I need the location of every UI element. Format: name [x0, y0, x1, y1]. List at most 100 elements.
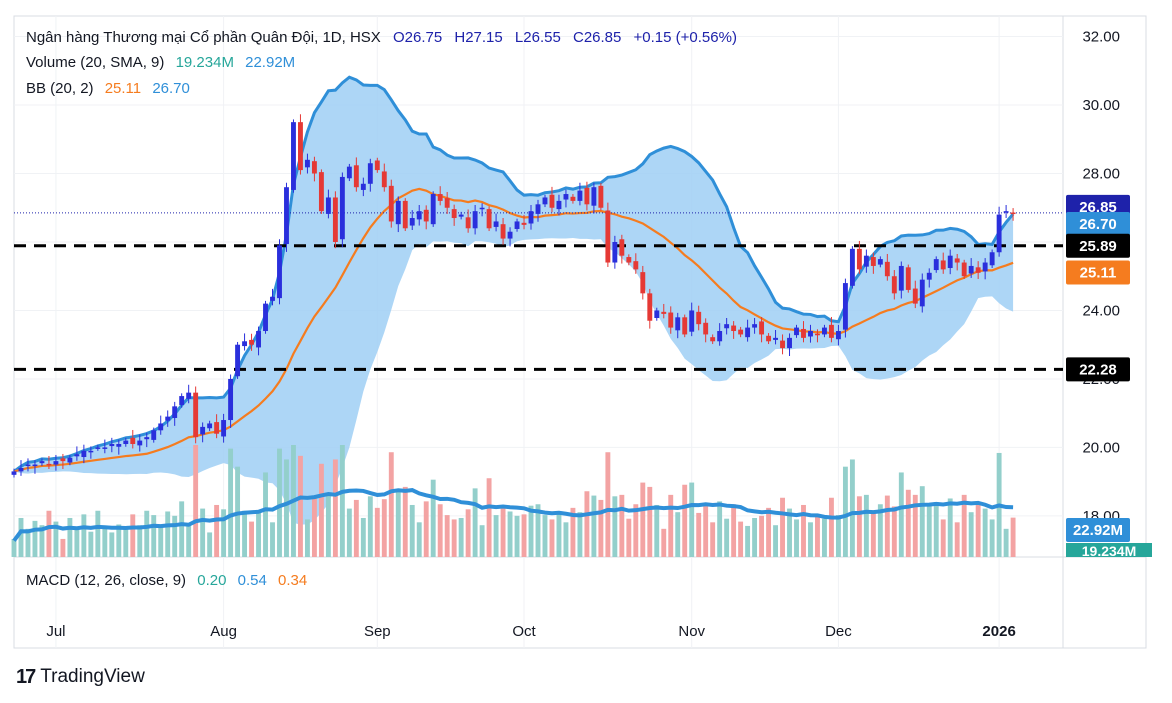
volume-sma-line: [12, 488, 1014, 542]
macd-label: MACD (12, 26, close, 9): [26, 572, 187, 589]
price-tag: 26.70: [1079, 216, 1117, 233]
volume-bar: [877, 504, 883, 557]
candle-body: [263, 303, 268, 332]
candle-body: [18, 467, 24, 472]
macd-value: 0.54: [237, 572, 267, 589]
candle-body: [60, 458, 66, 462]
volume-bar: [905, 489, 911, 557]
volume-bar: [18, 517, 24, 557]
candle-body: [710, 337, 716, 342]
volume-bar: [284, 459, 289, 557]
volume-bar: [584, 491, 590, 557]
volume-bar: [360, 517, 366, 557]
candle-body: [25, 464, 31, 467]
volume-bar: [787, 508, 792, 557]
candle-body: [787, 337, 792, 349]
volume-bar: [60, 538, 66, 557]
volume-bar: [884, 495, 890, 557]
bb-label: BB (20, 2): [26, 80, 94, 97]
volume-bar: [759, 515, 765, 557]
candle-body: [172, 406, 178, 418]
candle-body: [1003, 211, 1009, 213]
volume-bar: [675, 512, 681, 557]
candle-body: [926, 272, 932, 280]
candle-body: [430, 194, 436, 225]
volume-bar: [416, 522, 422, 557]
candle-body: [794, 327, 799, 336]
candle-body: [696, 311, 702, 325]
candle-body: [535, 204, 541, 214]
price-tag-bg: [1066, 357, 1130, 382]
candle-body: [717, 331, 723, 342]
volume-bar: [346, 508, 352, 557]
candle-body: [849, 248, 855, 286]
candle-body: [67, 457, 73, 463]
candle-body: [556, 200, 562, 210]
volume-bar: [668, 494, 674, 557]
candle-body: [647, 293, 653, 321]
candle-body: [486, 209, 492, 229]
volume-bar: [863, 494, 869, 557]
candle-body: [416, 211, 422, 220]
volume-bar: [200, 508, 206, 557]
level-lines: [14, 212, 1063, 371]
volume-bar: [891, 506, 897, 557]
x-tick-label: Oct: [512, 623, 536, 640]
candle-body: [311, 161, 317, 174]
price-tag: 25.89: [1079, 238, 1117, 255]
candle-body: [207, 423, 213, 429]
volume-bar: [486, 478, 492, 557]
volume-bar: [856, 496, 862, 557]
candle-body: [242, 341, 248, 347]
volume-bar: [738, 521, 744, 557]
candle-body: [842, 283, 848, 330]
candle-body: [123, 440, 129, 445]
volume-bar: [332, 459, 338, 557]
candle-body: [591, 187, 597, 206]
volume-bar: [388, 452, 394, 557]
volume-bar: [968, 512, 974, 557]
volume-bar: [989, 519, 995, 557]
volume-bar: [766, 507, 772, 557]
chart-frame: [13, 15, 1147, 649]
candle-body: [633, 261, 639, 270]
bollinger-band: [13, 75, 1015, 525]
volume-bar: [221, 509, 227, 557]
x-axis: Jul Aug Sep Oct Nov Dec 2026: [46, 623, 1015, 640]
candle-body: [996, 214, 1002, 253]
candle-body: [298, 122, 303, 171]
candle-body: [395, 200, 401, 225]
candle-body: [682, 317, 688, 335]
candle-body: [458, 214, 464, 217]
volume-bar: [465, 509, 471, 557]
volume-bar: [982, 508, 988, 557]
volume-bars: [11, 445, 1016, 557]
candle-body: [186, 392, 192, 399]
volume-bar: [123, 528, 129, 557]
volume-bar: [298, 455, 303, 557]
candle-body: [577, 190, 583, 201]
volume-bar: [703, 504, 709, 557]
candle-body: [53, 461, 59, 465]
volume-bar: [954, 522, 960, 557]
candle-body: [339, 176, 345, 240]
volume-bar: [451, 519, 457, 557]
tradingview-logo[interactable]: 17 TradingView: [16, 666, 145, 688]
candle-body: [912, 288, 918, 304]
volume-bar: [74, 528, 80, 557]
candle-body: [304, 159, 310, 168]
volume-bar: [654, 504, 660, 557]
candle-body: [437, 194, 443, 201]
volume-bar: [940, 519, 946, 557]
candles: [11, 114, 1016, 478]
volume-bar: [102, 528, 108, 557]
volume-bar: [717, 501, 723, 557]
volume-bar: [214, 504, 220, 557]
candle-body: [332, 197, 338, 242]
candle-body: [898, 265, 904, 291]
candle-body: [1010, 212, 1016, 215]
candle-body: [193, 392, 199, 438]
candle-body: [766, 335, 772, 342]
candle-body: [835, 331, 841, 340]
